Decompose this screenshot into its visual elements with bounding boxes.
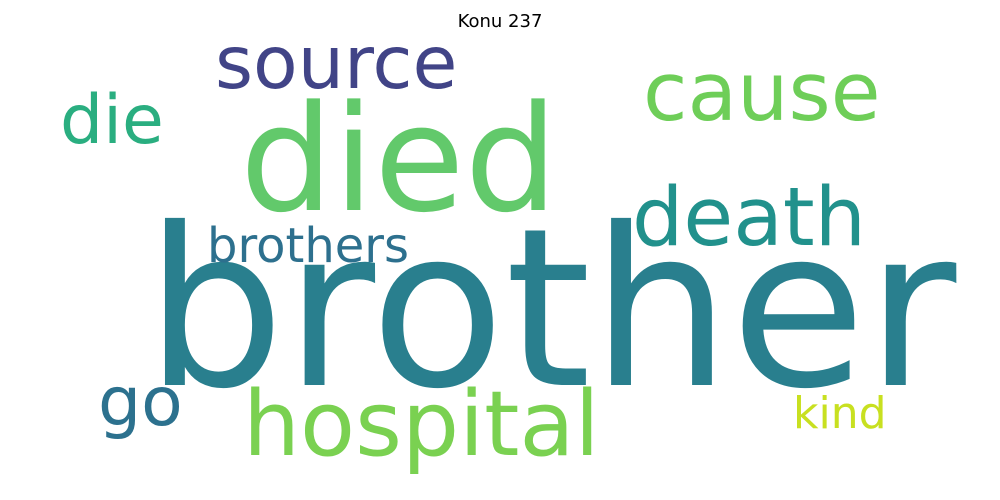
word-source: source (215, 21, 457, 106)
word-cause: cause (643, 46, 881, 140)
word-death: death (632, 171, 866, 265)
word-kind: kind (793, 388, 887, 439)
word-hospital: hospital (243, 372, 600, 477)
word-died: died (240, 74, 558, 245)
word-brothers: brothers (207, 218, 409, 274)
word-go: go (98, 363, 183, 442)
chart-title: Konu 237 (457, 11, 543, 32)
word-die: die (60, 81, 164, 160)
word-brother: brother (145, 181, 957, 437)
